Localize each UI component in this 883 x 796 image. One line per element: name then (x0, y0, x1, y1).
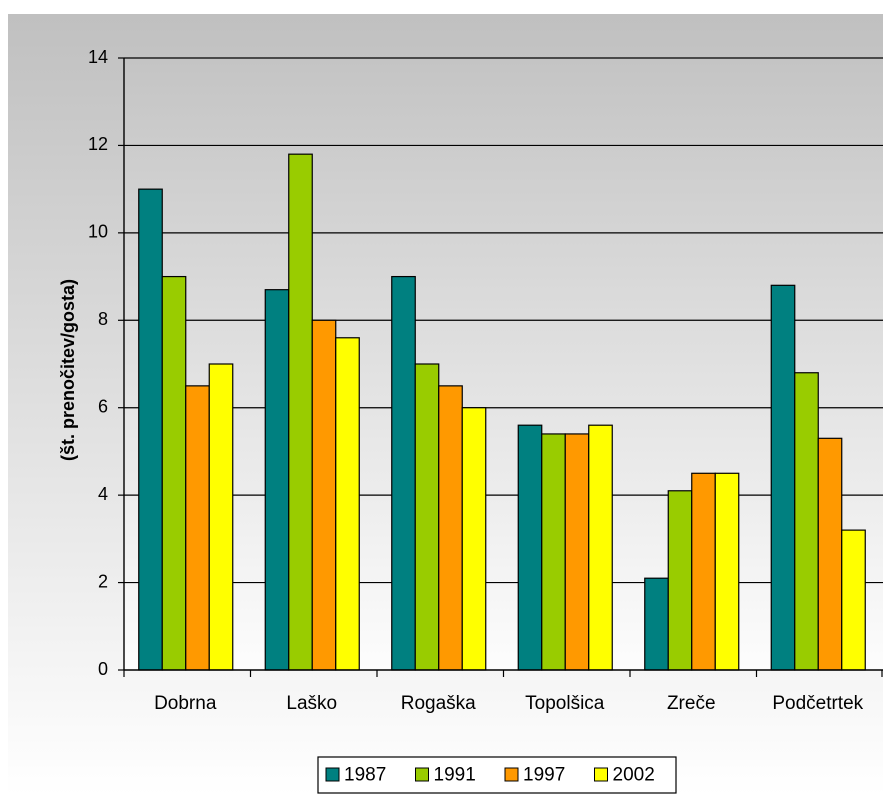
bar-dobrna-2002 (208, 363, 234, 671)
y-tick-label: 10 (88, 222, 108, 242)
legend: 1987 1991 1997 2002 (317, 756, 677, 794)
bar-topolšica-1997 (564, 433, 590, 671)
y-tick-label: 12 (88, 134, 108, 154)
y-tick-labels: 0 2 4 6 8 10 12 14 (88, 47, 108, 679)
plot-area (124, 58, 883, 670)
legend-label-1987: 1987 (344, 765, 386, 786)
y-tick-label: 8 (98, 309, 108, 329)
bar-laško-1987 (264, 289, 290, 671)
bar-dobrna-1987 (138, 188, 163, 671)
bar-rogaška-1987 (391, 275, 416, 671)
y-tick-label: 0 (98, 659, 108, 679)
y-tick-label: 6 (98, 396, 108, 416)
gridlines (124, 57, 883, 584)
bar-rogaška-1991 (414, 363, 440, 671)
bars (138, 153, 866, 671)
bar-topolšica-2002 (588, 424, 613, 671)
bar-podčetrtek-2002 (841, 529, 866, 671)
y-tick-label: 4 (98, 484, 108, 504)
legend-swatch-1991 (415, 767, 429, 782)
bar-podčetrtek-1987 (770, 284, 796, 671)
bar-rogaška-2002 (461, 407, 487, 671)
y-tick-label: 14 (88, 47, 108, 67)
bar-podčetrtek-1991 (794, 372, 819, 671)
bar-topolšica-1987 (517, 424, 543, 671)
bar-dobrna-1991 (161, 275, 187, 671)
x-category-label: Podčetrtek (772, 693, 863, 714)
x-category-label: Rogaška (401, 693, 476, 714)
legend-swatch-1997 (504, 767, 519, 782)
bar-laško-1997 (311, 319, 337, 671)
x-category-label: Zreče (667, 693, 716, 714)
bar-zreče-1987 (644, 577, 669, 671)
legend-label-2002: 2002 (613, 765, 655, 786)
bar-zreče-1991 (667, 490, 693, 671)
axes (118, 57, 883, 677)
x-category-label: Topolšica (525, 693, 605, 714)
bar-laško-2002 (335, 337, 360, 671)
bar-zreče-1997 (691, 472, 716, 671)
bar-dobrna-1997 (185, 385, 210, 671)
bar-rogaška-1997 (438, 385, 463, 671)
legend-swatch-2002 (594, 767, 608, 782)
bar-topolšica-1991 (541, 433, 566, 671)
bar-zreče-2002 (714, 472, 740, 671)
x-category-labels: Dobrna Laško Rogaška Topolšica Zreče Podčetrt… (154, 693, 864, 714)
legend-label-1991: 1991 (434, 765, 476, 786)
legend-box (317, 756, 677, 794)
legend-label-1997: 1997 (523, 765, 565, 786)
bar-podčetrtek-1997 (817, 437, 843, 671)
y-tick-label: 2 (98, 571, 108, 591)
y-axis-label: (št. prenočitev/gosta) (58, 279, 78, 461)
x-category-label: Laško (286, 693, 337, 714)
legend-swatch-1987 (325, 767, 340, 782)
bar-laško-1991 (288, 153, 313, 671)
x-category-label: Dobrna (154, 693, 217, 714)
